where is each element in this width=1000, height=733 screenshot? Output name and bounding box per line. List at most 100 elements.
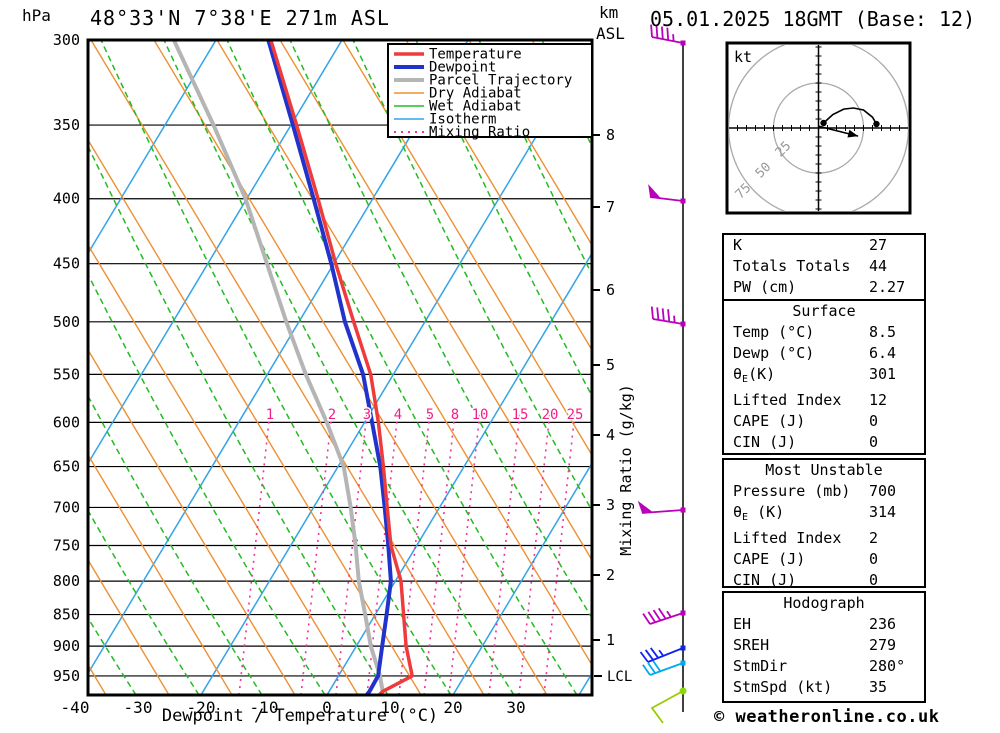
wind-barb-925	[642, 660, 686, 676]
dry-adiabat-line	[89, 350, 296, 694]
wind-barb-pennant	[648, 184, 661, 199]
row-value: 35	[869, 678, 888, 696]
mixing-ratio-value-label: 3	[363, 407, 371, 423]
km-tick-label: 2	[606, 566, 615, 584]
dry-adiabat-line	[279, 41, 591, 560]
km-tick-label: 6	[606, 281, 615, 299]
km-tick-label: 1	[606, 631, 615, 649]
temperature-tick-label: 30	[506, 698, 525, 717]
legend-label: Dry Adiabat	[429, 86, 522, 102]
row-value: 6.4	[869, 344, 897, 362]
row-label: Totals Totals	[733, 257, 851, 275]
row-value: 27	[869, 236, 888, 254]
dry-adiabat-line	[89, 245, 359, 694]
row-value: 8.5	[869, 323, 897, 341]
row-label: CAPE (J)	[733, 412, 806, 430]
table-title: Surface	[792, 302, 856, 320]
row-label: Dewp (°C)	[733, 344, 815, 362]
mixing-ratio-axis-label: Mixing Ratio (g/kg)	[617, 384, 635, 556]
table-row: CAPE (J) 0	[724, 549, 924, 570]
wind-barb-feather	[644, 649, 654, 661]
dry-adiabat-line	[468, 41, 591, 245]
row-label: Temp (°C)	[733, 323, 815, 341]
hodograph-ring-label: 75	[733, 181, 755, 203]
row-label: StmDir	[733, 657, 788, 675]
wind-barb-feather	[658, 607, 667, 620]
wind-barb-700	[637, 500, 686, 514]
wind-barb-900	[639, 645, 686, 663]
temperature-tick-label: -30	[124, 698, 153, 717]
km-tick-label: 5	[606, 356, 615, 374]
wind-barb-stem	[641, 509, 684, 514]
wind-barb-pennant	[637, 500, 653, 513]
mixing-ratio-line	[238, 411, 271, 694]
row-value: 0	[869, 412, 879, 430]
row-label: CIN (J)	[733, 433, 797, 451]
table-row: StmDir 280°	[724, 656, 924, 677]
plot-border	[86, 38, 594, 697]
wet-adiabat-line	[0, 40, 10, 695]
row-value: 314	[869, 503, 897, 521]
table-row: Pressure (mb) 700	[724, 481, 924, 502]
copyright-notice: © weatheronline.co.uk	[714, 707, 940, 727]
pressure-tick-label: 650	[53, 458, 80, 476]
wind-barb-feather	[667, 309, 671, 322]
dry-adiabat-line	[89, 455, 233, 694]
wind-barb-feather	[661, 308, 665, 321]
row-label: SREH	[733, 636, 770, 654]
mixing-ratio-value-label: 4	[394, 407, 402, 423]
isotherm-line	[452, 463, 591, 694]
wet-adiabat-line	[352, 41, 591, 511]
wind-barb-half-feather	[666, 610, 672, 618]
pressure-tick-label: 800	[53, 572, 80, 590]
mixing-ratio-line	[518, 411, 551, 694]
legend-label: Wet Adiabat	[429, 99, 522, 115]
hodograph-trace-dot	[820, 119, 827, 127]
wind-barb-300	[650, 24, 686, 46]
valid-time-title: 05.01.2025 18GMT (Base: 12)	[650, 7, 976, 31]
wind-barb-stem	[650, 690, 684, 724]
wet-adiabat-line	[478, 41, 591, 275]
wind-barb-400	[648, 184, 686, 204]
wind-barb-stem	[647, 647, 684, 663]
pressure-tick-label: 450	[53, 255, 80, 273]
dry-adiabat-lines	[0, 40, 591, 695]
wet-adiabat-line	[89, 510, 200, 694]
wind-barb-feather	[666, 27, 670, 41]
row-value: 12	[869, 391, 888, 409]
pressure-axis-unit: hPa	[22, 6, 51, 25]
table-row: K 27	[724, 235, 924, 256]
table-row: Dewp (°C) 6.4	[724, 343, 924, 364]
dewpoint-curve	[266, 41, 393, 694]
temperature-tick-label: -20	[187, 698, 216, 717]
hodograph-trace-dot	[873, 120, 880, 128]
sounding-curves	[172, 41, 414, 694]
wind-barb-feather	[650, 647, 659, 659]
wind-barb-feather	[642, 613, 651, 625]
temperature-tick-label: -40	[61, 698, 90, 717]
dry-adiabat-line	[405, 41, 591, 350]
row-value: 279	[869, 636, 897, 654]
plot-frame	[86, 38, 594, 697]
table-hodograph: Hodograph EH 236 SREH 279 StmDir 280° StmSpd (k…	[722, 591, 926, 703]
wind-barb-feather	[652, 660, 662, 672]
wind-barb-stem	[649, 196, 684, 202]
mixing-ratio-value-label: 15	[512, 407, 529, 423]
row-value: 280°	[869, 657, 906, 675]
pressure-gridlines	[88, 39, 592, 677]
table-row: CAPE (J) 0	[724, 411, 924, 432]
dry-adiabat-line	[0, 40, 43, 695]
temperature-tick-label: 0	[322, 698, 332, 717]
mixing-ratio-line	[488, 411, 521, 694]
row-label: StmSpd (kt)	[733, 678, 833, 696]
row-label-subscript: E	[742, 512, 749, 523]
wind-barb-feather	[652, 609, 662, 622]
pressure-tick-label: 900	[53, 637, 80, 655]
legend-label: Isotherm	[429, 112, 496, 128]
mixing-ratio-value-label: 10	[472, 407, 489, 423]
table-title: Hodograph	[783, 594, 865, 612]
wet-adiabat-line	[289, 41, 591, 618]
hodograph-unit-label: kt	[734, 48, 752, 66]
